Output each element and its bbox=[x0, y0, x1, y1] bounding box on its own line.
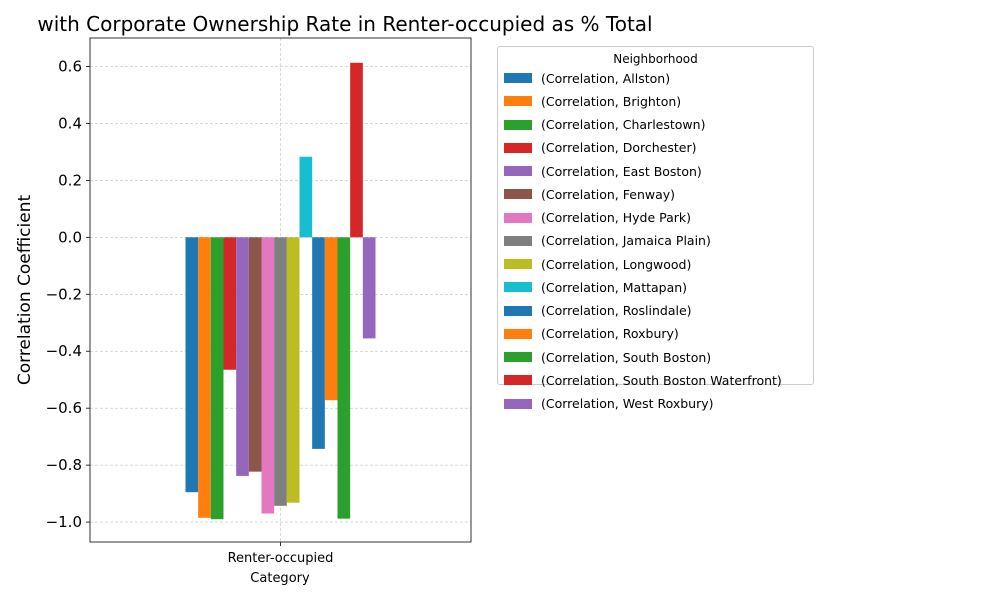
legend-swatch bbox=[504, 96, 532, 107]
legend-label: (Correlation, Mattapan) bbox=[541, 279, 688, 295]
legend-label: (Correlation, Hyde Park) bbox=[541, 210, 692, 225]
legend-label: (Correlation, Fenway) bbox=[541, 186, 676, 202]
bar bbox=[350, 62, 363, 238]
legend-item: (Correlation, South Boston Waterfront) bbox=[504, 372, 782, 388]
bar bbox=[198, 237, 211, 518]
legend-label: (Correlation, Brighton) bbox=[541, 93, 682, 109]
bar bbox=[210, 237, 224, 520]
legend-label: (Correlation, Roxbury) bbox=[541, 326, 679, 342]
chart-title: with Corporate Ownership Rate in Renter-… bbox=[37, 12, 652, 36]
legend-item: (Correlation, Jamaica Plain) bbox=[504, 233, 711, 249]
legend-swatch bbox=[504, 142, 532, 153]
legend-label: (Correlation, Jamaica Plain) bbox=[541, 233, 711, 249]
y-tick-label: −0.8 bbox=[46, 456, 82, 474]
y-tick-label: 0.0 bbox=[58, 228, 82, 246]
bar bbox=[274, 237, 287, 506]
legend-swatch bbox=[504, 282, 532, 293]
y-tick-label: 0.4 bbox=[58, 114, 82, 132]
legend-swatch bbox=[504, 189, 532, 200]
y-tick-label: −0.6 bbox=[46, 399, 82, 417]
bar bbox=[185, 237, 199, 493]
legend-swatch bbox=[504, 73, 532, 83]
legend-item: (Correlation, West Roxbury) bbox=[504, 396, 714, 412]
legend-item: (Correlation, Roxbury) bbox=[504, 326, 679, 342]
bar bbox=[324, 237, 338, 401]
legend-swatch bbox=[504, 259, 532, 269]
y-tick-label: −0.4 bbox=[46, 342, 82, 360]
legend-item: (Correlation, Brighton) bbox=[504, 93, 681, 109]
legend-swatch bbox=[504, 119, 532, 130]
legend-swatch bbox=[504, 328, 532, 339]
legend-item: (Correlation, Allston) bbox=[504, 70, 670, 86]
legend-label: (Correlation, South Boston) bbox=[541, 349, 712, 365]
legend-label: (Correlation, Allston) bbox=[541, 70, 671, 86]
legend-label: (Correlation, East Boston) bbox=[541, 163, 702, 179]
legend-label: (Correlation, West Roxbury) bbox=[541, 396, 714, 411]
bar bbox=[337, 237, 351, 519]
bar bbox=[261, 237, 275, 514]
legend-swatch bbox=[504, 375, 532, 386]
bar bbox=[299, 156, 313, 238]
legend-swatch bbox=[504, 235, 532, 246]
legend-swatch bbox=[504, 212, 532, 223]
y-axis: −1.0 −0.8 −0.6 −0.4 −0.2 0.0 0.2 0.4 0.6 bbox=[46, 57, 90, 531]
y-tick-label: −0.2 bbox=[46, 285, 82, 303]
bar bbox=[362, 237, 376, 339]
x-axis-label: Category bbox=[250, 571, 310, 586]
legend-title: Neighborhood bbox=[613, 52, 698, 66]
bar bbox=[236, 237, 249, 476]
legend-swatch bbox=[504, 166, 532, 176]
legend-item: (Correlation, Longwood) bbox=[504, 256, 691, 272]
legend-item: (Correlation, Hyde Park) bbox=[504, 210, 691, 226]
legend-label: (Correlation, Dorchester) bbox=[541, 140, 697, 156]
y-tick-label: −1.0 bbox=[46, 513, 82, 531]
legend-item: (Correlation, Dorchester) bbox=[504, 140, 697, 156]
legend-item: (Correlation, Charlestown) bbox=[504, 117, 705, 133]
legend: Neighborhood (Correlation, Allston) (Corr… bbox=[497, 46, 814, 411]
x-axis: Renter-occupied bbox=[228, 542, 334, 566]
legend-item: (Correlation, Fenway) bbox=[504, 186, 675, 202]
y-tick-label: 0.2 bbox=[58, 171, 82, 189]
legend-item: (Correlation, South Boston) bbox=[504, 349, 711, 365]
bar bbox=[248, 237, 262, 472]
legend-item: (Correlation, Mattapan) bbox=[504, 279, 687, 295]
legend-item: (Correlation, Roslindale) bbox=[504, 303, 692, 319]
legend-label: (Correlation, Roslindale) bbox=[541, 303, 692, 318]
legend-swatch bbox=[504, 352, 532, 362]
legend-label: (Correlation, South Boston Waterfront) bbox=[541, 372, 782, 388]
legend-label: (Correlation, Charlestown) bbox=[541, 117, 706, 132]
legend-item: (Correlation, East Boston) bbox=[504, 163, 702, 179]
legend-swatch bbox=[504, 398, 532, 409]
bar bbox=[286, 237, 300, 503]
bar bbox=[312, 237, 325, 449]
legend-swatch bbox=[504, 305, 532, 316]
bars-layer bbox=[185, 62, 376, 520]
y-axis-label: Correlation Coefficient bbox=[15, 195, 35, 386]
legend-label: (Correlation, Longwood) bbox=[541, 256, 692, 272]
bar bbox=[223, 237, 237, 370]
y-tick-label: 0.6 bbox=[58, 57, 82, 75]
x-tick-label: Renter-occupied bbox=[228, 551, 334, 566]
